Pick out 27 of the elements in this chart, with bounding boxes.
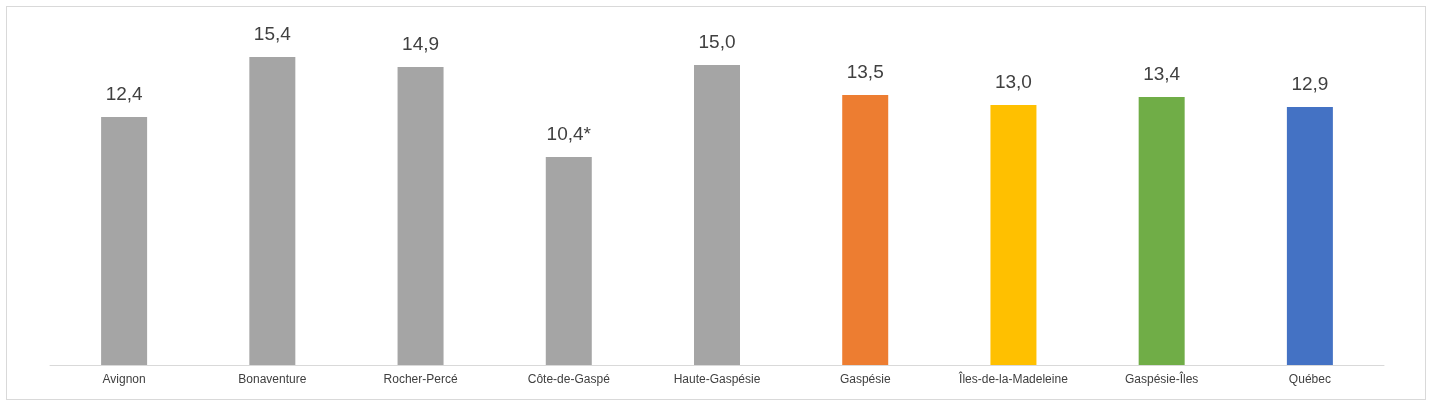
x-tick-label: Rocher-Percé [383,372,458,386]
data-label: 12,9 [1291,73,1329,94]
data-label: 15,0 [698,31,736,52]
bar [101,117,148,365]
data-label: 14,9 [402,33,440,54]
bar [842,95,889,365]
data-label: 13,5 [846,61,884,82]
bar [397,67,444,365]
x-tick-label: Îles-de-la-Madeleine [958,371,1069,386]
data-label: 15,4 [253,23,292,44]
x-tick-label: Côte-de-Gaspé [527,372,611,386]
x-tick-label: Québec [1288,372,1331,386]
x-tick-label: Gaspésie-Îles [1124,371,1199,386]
bar [545,157,592,365]
bar [990,105,1037,365]
data-label: 13,0 [994,71,1032,92]
bar [1138,97,1185,365]
x-tick-label: Bonaventure [238,372,307,386]
data-label: 10,4* [546,123,592,144]
x-tick-label: Haute-Gaspésie [673,372,761,386]
bar [249,57,296,365]
x-tick-label: Gaspésie [839,372,891,386]
bar [1286,107,1333,365]
bar [694,65,740,365]
data-label: 12,4 [105,83,144,104]
x-tick-label: Avignon [102,372,146,386]
data-label: 13,4 [1143,63,1181,84]
